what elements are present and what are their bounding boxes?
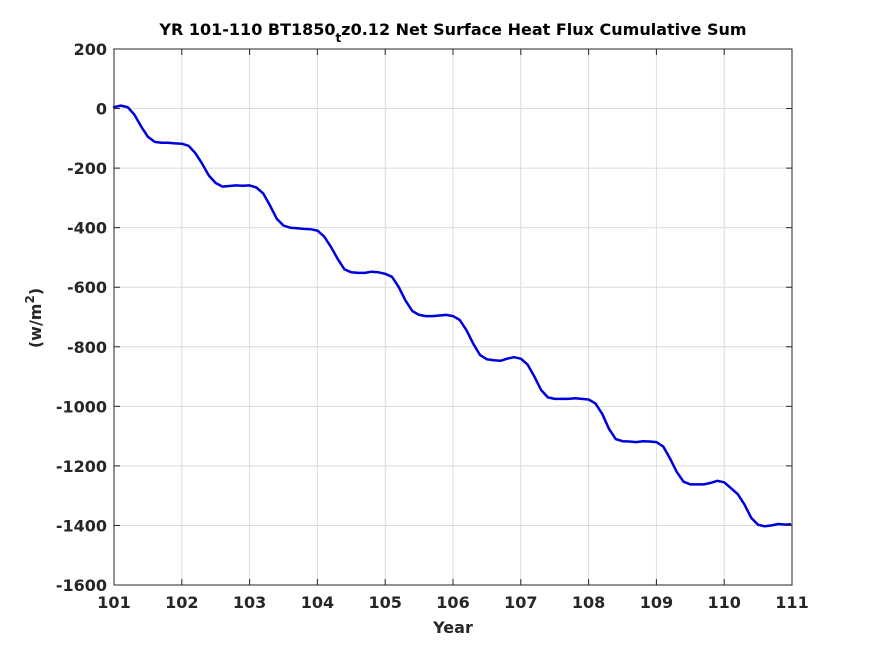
y-tick-label: -800 — [67, 338, 107, 357]
y-tick-label: -1200 — [56, 457, 107, 476]
y-tick-label: 0 — [96, 100, 107, 119]
x-axis-label: Year — [432, 618, 473, 637]
chart-title: YR 101-110 BT1850tz0.12 Net Surface Heat… — [158, 20, 746, 45]
y-tick-label: -1000 — [56, 397, 107, 416]
x-tick-label: 101 — [97, 593, 130, 612]
x-tick-label: 106 — [436, 593, 469, 612]
y-tick-label: -1400 — [56, 516, 107, 535]
chart-title-subscript: t — [336, 31, 342, 45]
x-tick-label: 107 — [504, 593, 537, 612]
x-tick-label: 103 — [233, 593, 266, 612]
series-line — [112, 104, 792, 528]
x-tick-label: 102 — [165, 593, 198, 612]
y-tick-labels: -1600 -1400 -1200 -1000 -800 -600 -400 -200 0 200 — [56, 40, 107, 595]
chart-title-prefix: YR 101-110 BT1850 — [158, 20, 335, 39]
x-tick-label: 104 — [301, 593, 334, 612]
y-axis-label-base: (w/m — [26, 304, 45, 349]
chart-title-suffix: z0.12 Net Surface Heat Flux Cumulative S… — [341, 20, 746, 39]
y-axis-label: (w/m2) — [23, 288, 45, 348]
y-tick-label: -200 — [67, 159, 107, 178]
x-tick-label: 109 — [640, 593, 673, 612]
x-tick-label: 110 — [707, 593, 740, 612]
y-tick-label: -1600 — [56, 576, 107, 595]
y-tick-label: -600 — [67, 278, 107, 297]
y-axis-label-superscript: 2 — [23, 295, 37, 303]
x-tick-labels: 101 102 103 104 105 106 107 108 109 110 111 — [97, 593, 808, 612]
x-tick-label: 105 — [368, 593, 401, 612]
y-axis-label-close: ) — [26, 288, 45, 295]
y-tick-label: -400 — [67, 219, 107, 238]
x-tick-label: 111 — [775, 593, 808, 612]
tick-marks — [113, 48, 793, 586]
y-tick-label: 200 — [74, 40, 107, 59]
series-group — [112, 104, 792, 528]
x-tick-label: 108 — [572, 593, 605, 612]
